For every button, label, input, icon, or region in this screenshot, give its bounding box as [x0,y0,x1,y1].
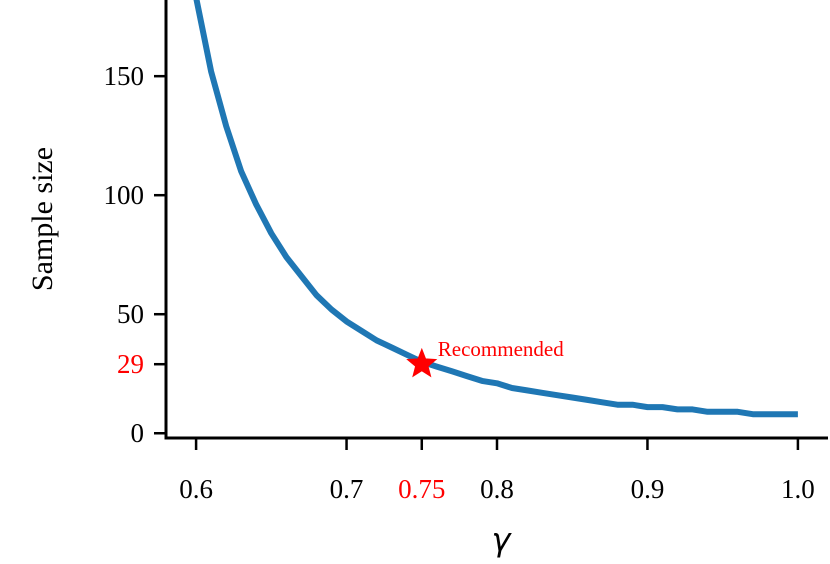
y-tick-label: 0 [131,418,145,448]
series-line [193,0,798,418]
plot-area: Recommended [193,0,798,418]
x-tick-label: 0.6 [179,474,213,504]
y-axis-label: Sample size [26,147,59,291]
y-tick-label: 100 [104,180,145,210]
recommended-marker-group: Recommended [406,337,564,378]
y-axis-ticks: 0 50 100 150 29 [104,61,166,448]
x-tick-label: 0.75 [398,474,445,504]
recommended-annotation: Recommended [438,337,564,361]
x-axis-ticks: 0.6 0.7 0.8 0.9 1.0 0.75 [179,438,815,504]
x-tick-label: 0.7 [330,474,364,504]
recommended-star-marker [406,347,438,378]
y-tick-label: 50 [117,299,144,329]
x-tick-label: 0.8 [480,474,514,504]
y-tick-label: 29 [117,349,144,379]
x-tick-label: 0.9 [631,474,665,504]
x-tick-label: 1.0 [781,474,815,504]
y-tick-label: 150 [104,61,145,91]
x-axis-label: γ [492,521,513,559]
